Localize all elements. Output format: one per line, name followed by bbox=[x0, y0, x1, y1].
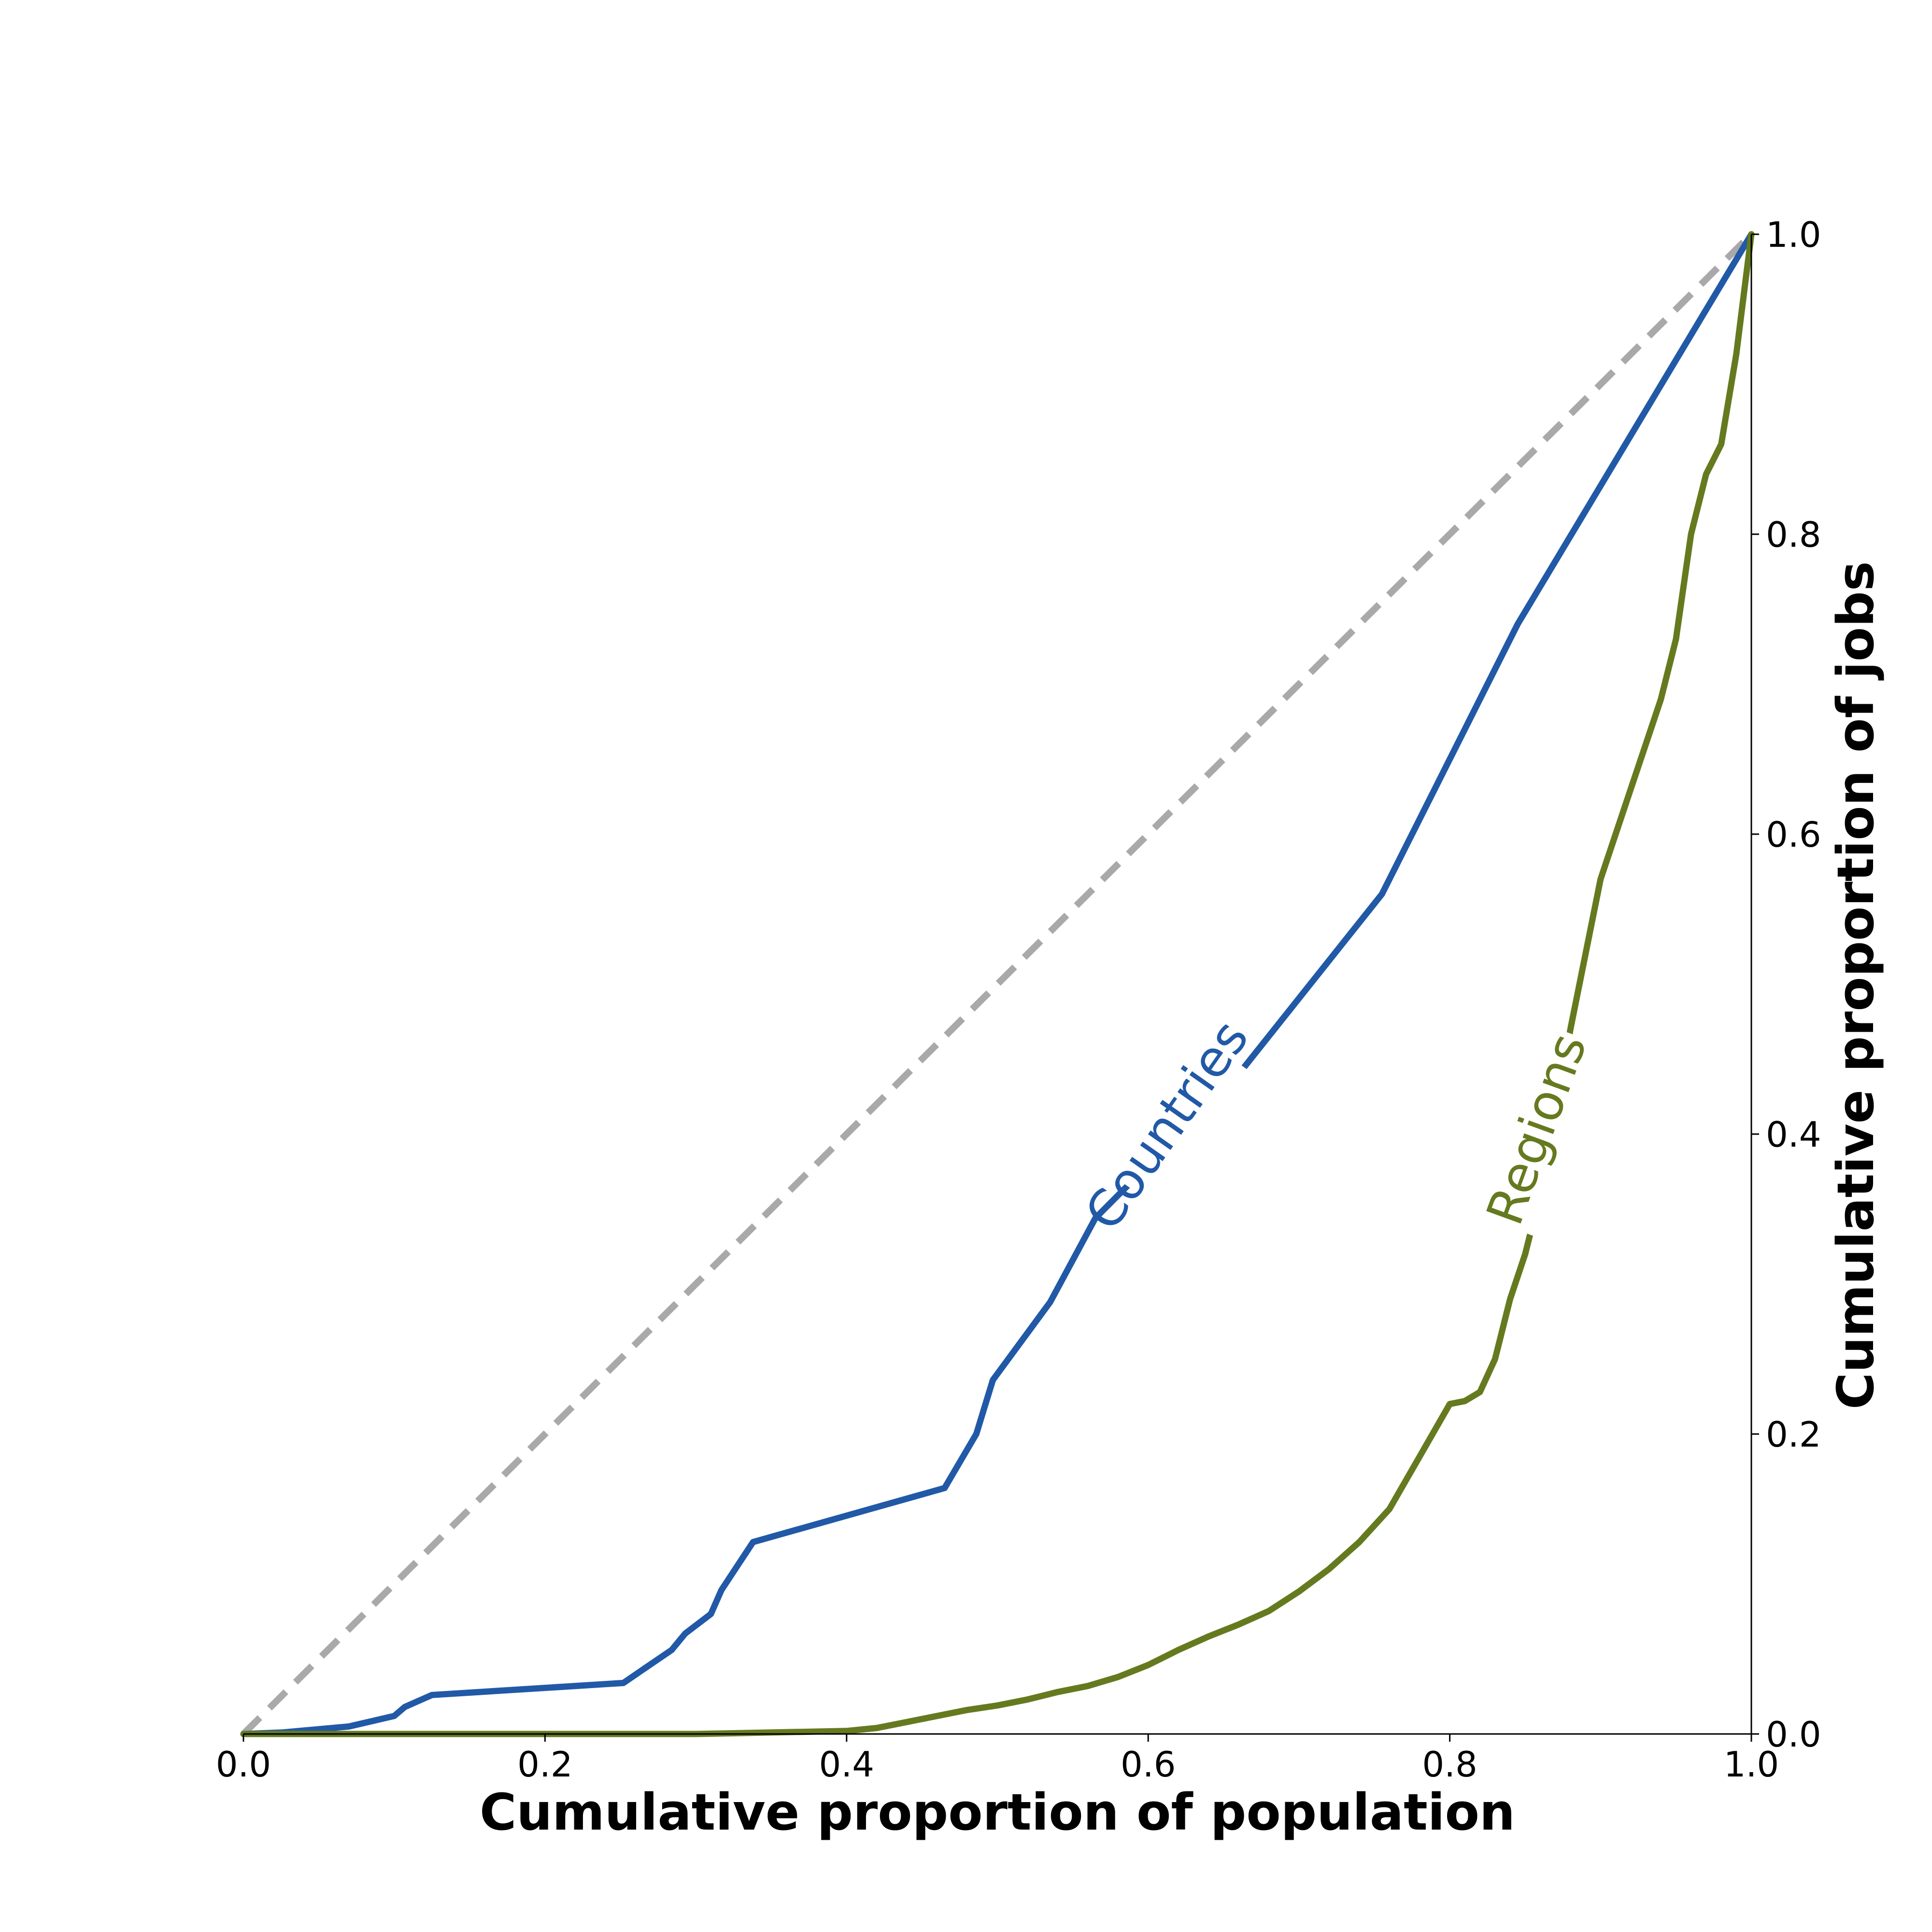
y-axis-ticks: 0.0 0.2 0.4 0.6 0.8 1.0 bbox=[1751, 214, 1821, 1755]
x-axis-ticks: 0.0 0.2 0.4 0.6 0.8 1.0 bbox=[216, 1734, 1779, 1785]
y-tick-label: 0.4 bbox=[1766, 1114, 1821, 1155]
series-line-regions bbox=[240, 231, 1755, 1737]
y-tick-label: 0.2 bbox=[1766, 1414, 1821, 1455]
x-tick-label: 0.0 bbox=[216, 1744, 271, 1785]
y-axis-title: Cumulative proportion of jobs bbox=[1826, 561, 1885, 1409]
equality-reference-line bbox=[241, 232, 1754, 1736]
y-tick-label: 0.6 bbox=[1766, 814, 1821, 855]
x-axis-title: Cumulative proportion of population bbox=[480, 1783, 1515, 1842]
countries-label-backdrop bbox=[1111, 1040, 1253, 1208]
x-tick-label: 0.6 bbox=[1121, 1744, 1176, 1785]
x-tick-label: 1.0 bbox=[1724, 1744, 1779, 1785]
y-tick-label: 0.8 bbox=[1766, 514, 1821, 555]
x-tick-label: 0.2 bbox=[517, 1744, 573, 1785]
y-tick-label: 1.0 bbox=[1766, 214, 1821, 255]
y-tick-label: 0.0 bbox=[1766, 1714, 1821, 1755]
x-tick-label: 0.8 bbox=[1422, 1744, 1477, 1785]
x-tick-label: 0.4 bbox=[819, 1744, 875, 1785]
regions-label-backdrop bbox=[1486, 1028, 1610, 1239]
series-label-countries: Countries bbox=[1074, 1009, 1260, 1240]
